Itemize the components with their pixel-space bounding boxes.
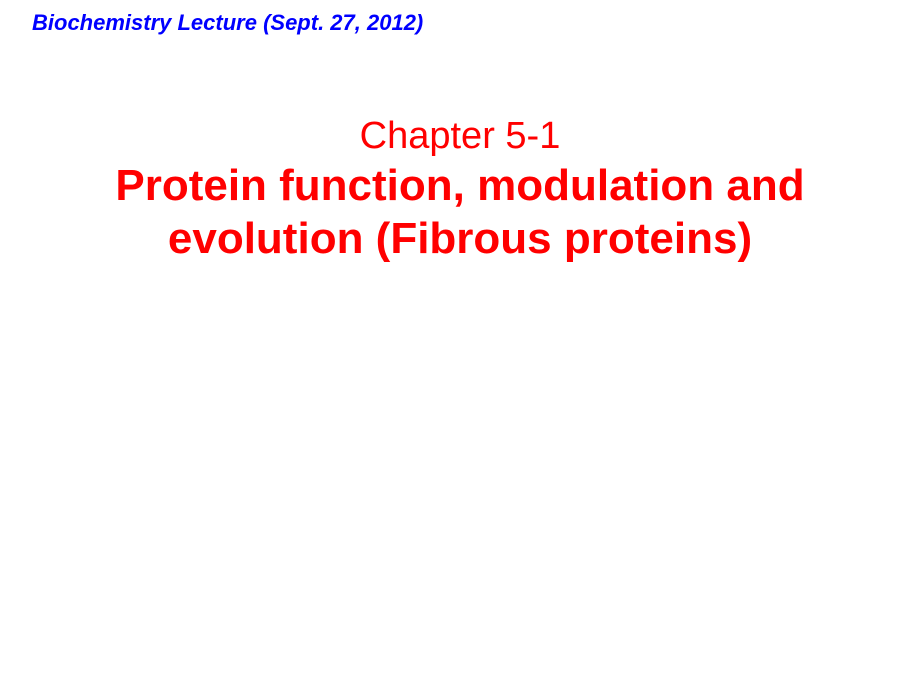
lecture-header: Biochemistry Lecture (Sept. 27, 2012) bbox=[32, 10, 423, 36]
chapter-label: Chapter 5-1 bbox=[0, 115, 920, 158]
title-line-1: Protein function, modulation and bbox=[115, 161, 804, 210]
slide-title: Protein function, modulation and evoluti… bbox=[0, 160, 920, 266]
title-line-2: evolution (Fibrous proteins) bbox=[168, 214, 752, 263]
